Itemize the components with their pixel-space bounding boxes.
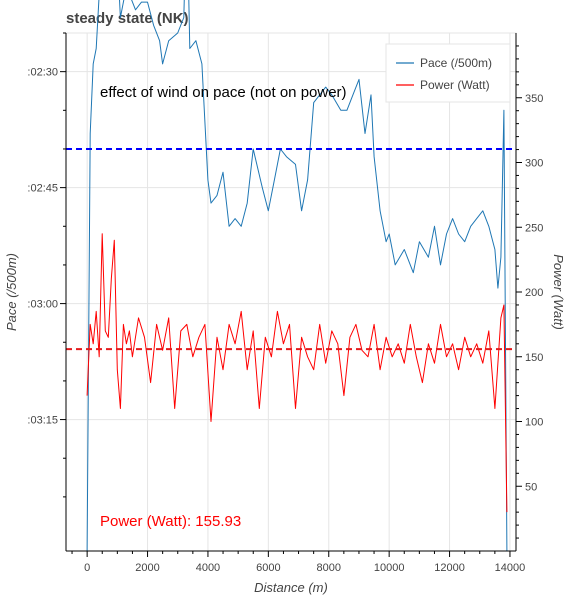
right-tick-label: 350 [525, 93, 543, 105]
right-tick-label: 200 [525, 287, 543, 299]
x-tick-label: 8000 [317, 562, 341, 574]
left-tick-label: :03:00 [27, 299, 58, 311]
pace-series-line [86, 0, 508, 552]
left-axis-ticks: :02:15:02:30:02:45:03:00:03:15 [27, 32, 66, 498]
x-tick-label: 12000 [434, 562, 465, 574]
left-tick-label: :02:30 [27, 67, 58, 79]
chart-title: steady state (NK) [66, 10, 189, 27]
reference-lines [66, 147, 516, 351]
right-tick-label: 300 [525, 158, 543, 170]
right-axis-label: Power (Watt) [551, 254, 566, 330]
x-tick-label: 4000 [196, 562, 220, 574]
plot-area [65, 32, 517, 552]
right-tick-label: 250 [525, 222, 543, 234]
legend-power-label: Power (Watt) [420, 78, 490, 92]
x-tick-label: 14000 [495, 562, 526, 574]
left-tick-label: :02:45 [27, 183, 58, 195]
right-tick-label: 150 [525, 352, 543, 364]
x-tick-label: 2000 [135, 562, 159, 574]
legend-box [385, 43, 511, 103]
x-tick-label: 6000 [256, 562, 280, 574]
wind-annotation: effect of wind on pace (not on power) [100, 84, 347, 101]
grid [66, 33, 516, 551]
left-tick-label: :03:15 [27, 415, 58, 427]
series-layer [86, 0, 508, 552]
legend-pace-label: Pace (/500m) [420, 56, 492, 70]
legend: Pace (/500m) Power (Watt) [385, 43, 511, 103]
x-axis-label: Distance (m) [254, 580, 328, 595]
power-series-line [86, 233, 508, 513]
right-tick-label: 50 [525, 481, 537, 493]
x-axis-ticks: 0 2000 4000 6000 8000 10000 12000 14000 [71, 551, 526, 574]
right-axis-ticks: 50 100 150 200 250 300 350 [516, 45, 543, 539]
power-mean-annotation: Power (Watt): 155.93 [100, 513, 241, 530]
x-tick-label: 10000 [374, 562, 405, 574]
x-tick-label: 0 [84, 562, 90, 574]
left-axis-label: Pace (/500m) [4, 253, 19, 331]
right-tick-label: 100 [525, 417, 543, 429]
